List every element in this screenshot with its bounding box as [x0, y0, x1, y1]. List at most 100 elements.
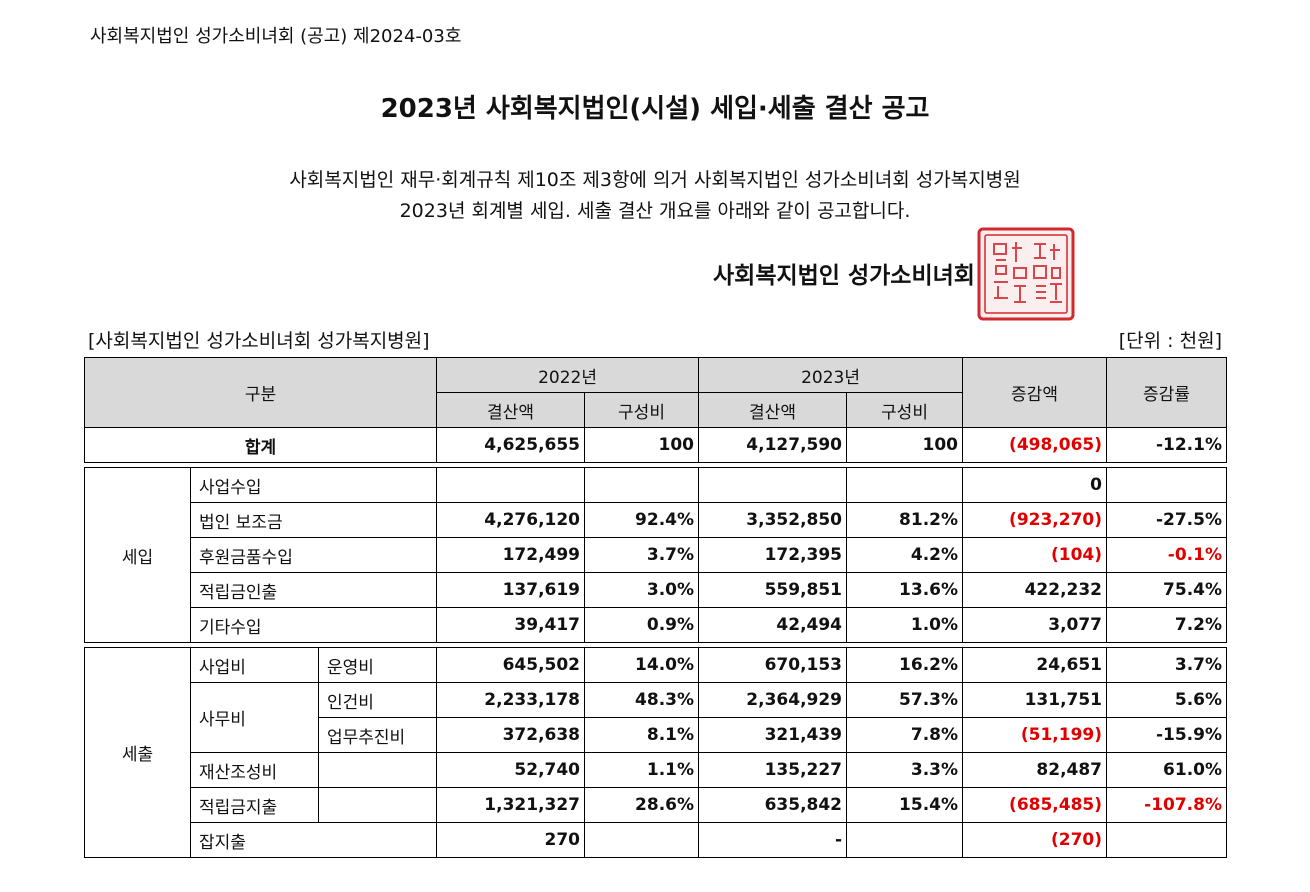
ratio-2023: 81.2% — [846, 502, 964, 538]
header-category: 구분 — [83, 357, 438, 428]
header-amount-2022: 결산액 — [436, 392, 586, 428]
ratio-2022: 8.1% — [584, 717, 700, 753]
ratio-2022 — [584, 822, 700, 858]
table-row: 법인 보조금 4,276,120 92.4% 3,352,850 81.2% (… — [85, 502, 1228, 538]
change-amount: (923,270) — [962, 502, 1108, 538]
change-rate: -107.8% — [1106, 787, 1228, 823]
amount-2023: 635,842 — [698, 787, 848, 823]
change-rate: -27.5% — [1106, 502, 1228, 538]
row-sublabel: 인건비 — [317, 682, 438, 718]
ratio-2023: 13.6% — [846, 572, 964, 608]
change-amount: 3,077 — [962, 607, 1108, 643]
change-amount: (685,485) — [962, 787, 1108, 823]
expense-section-label: 세출 — [84, 647, 191, 858]
row-label: 사업수입 — [189, 467, 438, 503]
header-ratio-2023: 구성비 — [846, 392, 964, 428]
header-year-2022: 2022년 — [436, 357, 700, 393]
row-sublabel — [317, 787, 438, 823]
row-sublabel: 업무추진비 — [317, 717, 438, 753]
amount-2022: 1,321,327 — [436, 787, 586, 823]
page-title: 2023년 사회복지법인(시설) 세입·세출 결산 공고 — [380, 94, 930, 124]
row-label: 기타수입 — [189, 607, 438, 643]
row-label: 잡지출 — [189, 822, 438, 858]
amount-2022: 137,619 — [436, 572, 586, 608]
amount-2022: 39,417 — [436, 607, 586, 643]
row-label: 재산조성비 — [190, 752, 319, 788]
ratio-2023: 7.8% — [846, 717, 964, 753]
total-amount-2023: 4,127,590 — [698, 427, 848, 463]
change-rate: 75.4% — [1106, 572, 1228, 608]
amount-2023: 321,439 — [698, 717, 848, 753]
change-rate — [1106, 467, 1228, 503]
total-ratio-2022: 100 — [584, 427, 700, 463]
header-ratio-2022: 구성비 — [584, 392, 700, 428]
table-row: 세출 사업비 운영비 645,502 14.0% 670,153 16.2% 2… — [84, 647, 1228, 858]
total-change: (498,065) — [962, 427, 1108, 463]
amount-2022: 2,233,178 — [436, 682, 586, 718]
table-row: 사무비 인건비 2,233,178 48.3% 2,364,929 57.3% … — [85, 682, 1228, 753]
row-label: 적립금인출 — [189, 572, 438, 608]
table-caption: [사회복지법인 성가소비녀회 성가복지병원] — [88, 330, 430, 352]
total-rate: -12.1% — [1106, 427, 1228, 463]
amount-2022 — [436, 467, 586, 503]
ratio-2023: 15.4% — [846, 787, 964, 823]
row-label: 적립금지출 — [190, 787, 319, 823]
ratio-2022: 1.1% — [584, 752, 700, 788]
table-row: 기타수입 39,417 0.9% 42,494 1.0% 3,077 7.2% — [85, 607, 1228, 643]
amount-2023 — [698, 467, 848, 503]
ratio-2022: 14.0% — [584, 647, 700, 683]
total-ratio-2023: 100 — [846, 427, 964, 463]
ratio-2022: 48.3% — [584, 682, 700, 718]
change-amount: 82,487 — [962, 752, 1108, 788]
change-amount: (270) — [962, 822, 1108, 858]
header-change-amount: 증감액 — [962, 357, 1108, 428]
ratio-2022 — [584, 467, 700, 503]
ratio-2022: 0.9% — [584, 607, 700, 643]
official-seal-icon — [977, 227, 1075, 321]
change-rate: 61.0% — [1106, 752, 1228, 788]
amount-2023: 2,364,929 — [698, 682, 848, 718]
table-row: 적립금지출 1,321,327 28.6% 635,842 15.4% (685… — [85, 787, 1228, 823]
change-rate: -0.1% — [1106, 537, 1228, 573]
ratio-2023: 16.2% — [846, 647, 964, 683]
header-amount-2023: 결산액 — [698, 392, 848, 428]
unit-label: [단위 : 천원] — [1118, 330, 1222, 352]
row-sublabel: 운영비 — [317, 647, 438, 683]
change-amount: 422,232 — [962, 572, 1108, 608]
row-label: 후원금품수입 — [189, 537, 438, 573]
amount-2023: - — [698, 822, 848, 858]
amount-2022: 645,502 — [436, 647, 586, 683]
total-amount-2022: 4,625,655 — [436, 427, 586, 463]
change-amount: (104) — [962, 537, 1108, 573]
change-amount: 131,751 — [962, 682, 1108, 718]
body-text-line-1: 사회복지법인 재무·회계규칙 제10조 제3항에 의거 사회복지법인 성가소비녀… — [289, 169, 1021, 191]
ratio-2022: 92.4% — [584, 502, 700, 538]
row-sublabel — [317, 752, 438, 788]
amount-2023: 670,153 — [698, 647, 848, 683]
amount-2022: 172,499 — [436, 537, 586, 573]
ratio-2023 — [846, 822, 964, 858]
table-row: 적립금인출 137,619 3.0% 559,851 13.6% 422,232… — [85, 572, 1228, 608]
ratio-2022: 3.0% — [584, 572, 700, 608]
ratio-2022: 28.6% — [584, 787, 700, 823]
change-amount: 0 — [962, 467, 1108, 503]
row-label: 법인 보조금 — [189, 502, 438, 538]
amount-2022: 372,638 — [436, 717, 586, 753]
amount-2022: 52,740 — [436, 752, 586, 788]
amount-2022: 270 — [436, 822, 586, 858]
amount-2023: 3,352,850 — [698, 502, 848, 538]
change-rate: 5.6% — [1106, 682, 1228, 718]
change-amount: 24,651 — [962, 647, 1108, 683]
change-rate: 7.2% — [1106, 607, 1228, 643]
total-label: 합계 — [83, 427, 438, 463]
amount-2023: 559,851 — [698, 572, 848, 608]
header-change-rate: 증감률 — [1106, 357, 1228, 428]
table-row: 업무추진비 372,638 8.1% 321,439 7.8% (51,199)… — [85, 717, 1228, 753]
row-label: 사무비 — [190, 682, 319, 753]
amount-2023: 172,395 — [698, 537, 848, 573]
total-row: 합계 4,625,655 100 4,127,590 100 (498,065)… — [83, 427, 1228, 463]
table-row: 잡지출 270 - (270) — [85, 822, 1228, 858]
row-label: 사업비 — [190, 647, 319, 683]
amount-2023: 42,494 — [698, 607, 848, 643]
ratio-2023: 4.2% — [846, 537, 964, 573]
